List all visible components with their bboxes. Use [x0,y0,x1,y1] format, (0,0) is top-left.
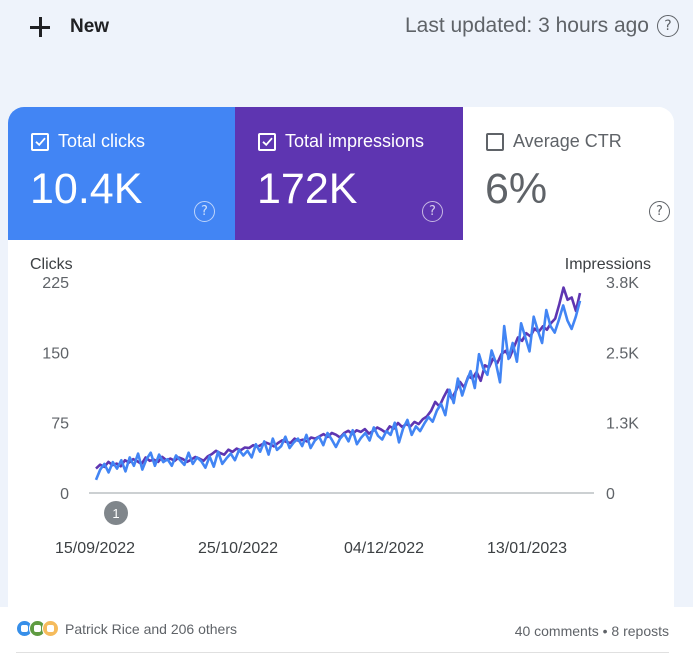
x-tick-label: 15/09/2022 [55,540,135,557]
new-button[interactable]: New [28,10,109,44]
y-left-tick-label: 0 [60,486,69,503]
x-tick-label: 25/10/2022 [198,540,278,557]
y-right-tick-label: 2.5K [606,345,639,362]
annotation-label: 1 [112,506,119,521]
metric-tiles: Total clicks 10.4K ? Total impressions 1… [8,107,674,240]
like-reaction-icon [16,620,33,637]
reactions[interactable]: Patrick Rice and 206 others [16,620,237,637]
y-left-tick-label: 225 [42,275,69,292]
new-button-label: New [70,16,110,37]
plus-icon [28,15,52,39]
report-panel: New Last updated: 3 hours ago ? Total cl… [0,0,693,607]
metric-value: 6% [485,165,548,213]
metric-value: 172K [257,165,358,213]
last-updated: Last updated: 3 hours ago ? [405,14,679,38]
x-tick-label: 13/01/2023 [487,540,567,557]
social-bar: Patrick Rice and 206 others 40 comments … [0,607,693,668]
metric-tile-total-clicks[interactable]: Total clicks 10.4K ? [8,107,235,240]
y-right-axis-title: Impressions [565,256,651,273]
x-tick-label: 04/12/2022 [344,540,424,557]
clicks-series-line [94,300,582,481]
y-right-tick-label: 1.3K [606,416,639,433]
metric-tile-total-impressions[interactable]: Total impressions 172K ? [235,107,463,240]
divider [16,652,669,653]
checked-checkbox-icon[interactable] [258,132,276,151]
help-icon[interactable]: ? [422,201,443,222]
insightful-reaction-icon [42,620,59,637]
y-left-tick-label: 150 [42,345,69,362]
last-updated-text: Last updated: 3 hours ago [404,14,649,37]
help-icon[interactable]: ? [657,15,679,37]
performance-card: Total clicks 10.4K ? Total impressions 1… [8,107,674,607]
metric-value: 10.4K [30,165,143,213]
metric-label: Total clicks [58,131,146,151]
metric-label: Total impressions [285,131,425,151]
comments-reposts-count[interactable]: 40 comments • 8 reposts [514,623,669,639]
y-left-axis-title: Clicks [30,256,73,273]
help-icon[interactable]: ? [194,201,215,222]
impressions-series-line [95,286,582,470]
performance-chart: Clicks Impressions 225 150 75 0 3.8K 2.5K 1.3K 0 1… [30,256,651,557]
annotation-marker [104,501,128,525]
y-right-tick-label: 0 [606,486,615,503]
unchecked-checkbox-icon[interactable] [486,132,504,151]
metric-tile-average-ctr[interactable]: Average CTR 6% ? [463,107,674,240]
checked-checkbox-icon[interactable] [31,132,49,151]
help-icon[interactable]: ? [649,201,670,222]
y-left-tick-label: 75 [51,416,69,433]
metric-label: Average CTR [513,131,622,151]
reactions-text: Patrick Rice and 206 others [65,620,237,637]
y-right-tick-label: 3.8K [606,275,639,292]
